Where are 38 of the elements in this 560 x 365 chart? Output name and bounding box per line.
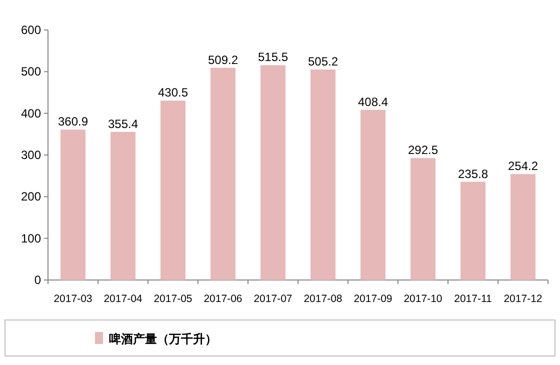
data-label: 360.9 xyxy=(58,114,88,129)
x-tick-label: 2017-04 xyxy=(104,293,142,305)
data-label: 254.2 xyxy=(508,159,538,174)
bar xyxy=(160,100,186,280)
data-label: 235.8 xyxy=(458,166,488,181)
x-tick-label: 2017-12 xyxy=(504,293,542,305)
bar xyxy=(260,65,286,280)
x-tick-label: 2017-06 xyxy=(204,293,242,305)
data-label: 509.2 xyxy=(208,52,238,67)
bar xyxy=(510,174,536,280)
y-tick-label: 0 xyxy=(34,273,42,287)
x-tick-label: 2017-11 xyxy=(454,293,492,305)
legend-label: 啤酒产量（万千升） xyxy=(109,332,217,346)
y-tick-label: 300 xyxy=(20,148,42,162)
data-label: 292.5 xyxy=(408,143,438,158)
x-tick-label: 2017-07 xyxy=(254,293,292,305)
x-tick-label: 2017-10 xyxy=(404,293,442,305)
y-tick-label: 400 xyxy=(20,106,42,120)
bar xyxy=(210,68,236,280)
y-tick-label: 500 xyxy=(20,64,42,79)
y-tick-label: 200 xyxy=(20,190,42,204)
data-label: 355.4 xyxy=(108,116,138,131)
data-label: 408.4 xyxy=(358,94,388,109)
y-tick-label: 600 xyxy=(20,23,42,37)
x-tick-label: 2017-09 xyxy=(354,293,392,305)
bar xyxy=(60,130,86,280)
bar xyxy=(110,132,136,280)
bar xyxy=(310,70,336,280)
x-tick-label: 2017-05 xyxy=(154,293,192,305)
data-label: 505.2 xyxy=(308,54,338,68)
x-tick-label: 2017-03 xyxy=(54,293,92,305)
bar xyxy=(410,158,436,280)
x-tick-label: 2017-08 xyxy=(304,293,342,305)
data-label: 515.5 xyxy=(258,50,288,64)
y-tick-label: 100 xyxy=(20,231,42,246)
data-label: 430.5 xyxy=(158,86,188,100)
bar xyxy=(460,182,486,280)
bar xyxy=(360,110,386,280)
